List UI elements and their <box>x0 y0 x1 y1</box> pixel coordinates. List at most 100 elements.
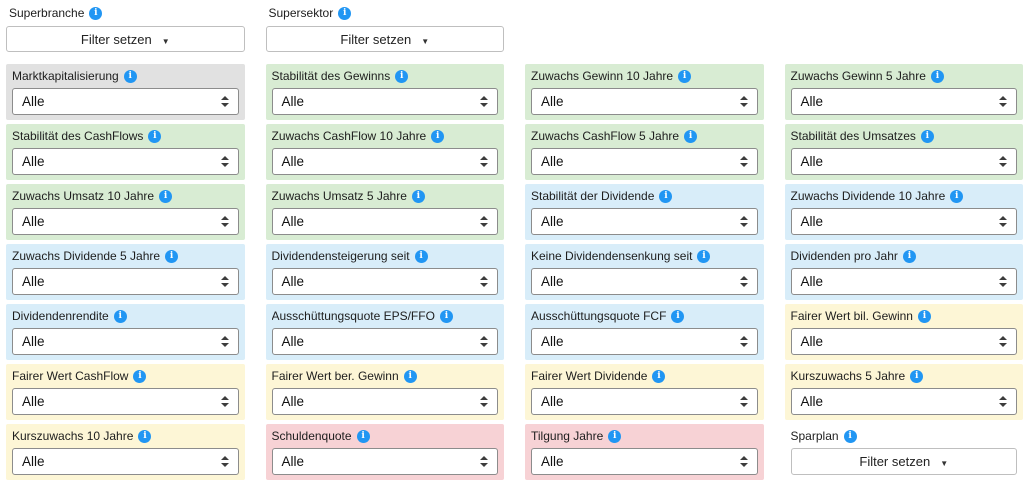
selected-value: Alle <box>22 154 45 169</box>
selected-value: Alle <box>22 394 45 409</box>
superbranche-group: Superbranche Filter setzen <box>6 6 245 52</box>
info-icon[interactable] <box>138 430 152 443</box>
filter-group-dividendenrendite: Dividendenrendite Alle <box>6 304 245 360</box>
info-icon[interactable] <box>403 370 417 383</box>
info-icon[interactable] <box>843 430 857 443</box>
filter-label-text: Zuwachs CashFlow 5 Jahre <box>531 129 680 143</box>
info-icon[interactable] <box>123 70 137 83</box>
filter-group-schuldenquote: Schuldenquote Alle <box>265 424 504 480</box>
select-schuldenquote[interactable]: Alle <box>271 448 498 475</box>
select-dividenden-pro-jahr[interactable]: Alle <box>790 268 1017 295</box>
filter-label-text: Sparplan <box>790 429 839 443</box>
filter-label: Zuwachs Gewinn 5 Jahre <box>791 69 1018 84</box>
supersektor-label: Supersektor <box>266 6 505 21</box>
filter-group-fairer-wert-ber-gewinn: Fairer Wert ber. Gewinn Alle <box>265 364 504 420</box>
select-zuwachs-gewinn-10-jahre[interactable]: Alle <box>531 88 758 115</box>
select-stabilitaet-des-gewinns[interactable]: Alle <box>271 88 498 115</box>
filter-group-stabilitaet-des-cashflows: Stabilität des CashFlows Alle <box>6 124 245 180</box>
info-icon[interactable] <box>113 310 127 323</box>
select-kurszuwachs-10-jahre[interactable]: Alle <box>12 448 239 475</box>
info-icon[interactable] <box>697 250 711 263</box>
filter-group-stabilitaet-der-dividende: Stabilität der Dividende Alle <box>525 184 764 240</box>
info-icon[interactable] <box>659 190 673 203</box>
info-icon[interactable] <box>608 430 622 443</box>
select-zuwachs-umsatz-5-jahre[interactable]: Alle <box>271 208 498 235</box>
select-ausschuettungsquote-fcf[interactable]: Alle <box>531 328 758 355</box>
select-fairer-wert-dividende[interactable]: Alle <box>531 388 758 415</box>
updown-arrows-icon <box>220 276 229 287</box>
selected-value: Alle <box>22 334 45 349</box>
info-icon[interactable] <box>431 130 445 143</box>
caret-down-icon <box>421 32 429 47</box>
filter-group-stabilitaet-des-umsatzes: Stabilität des Umsatzes Alle <box>784 124 1023 180</box>
info-icon[interactable] <box>439 310 453 323</box>
info-icon[interactable] <box>395 70 409 83</box>
info-icon[interactable] <box>133 370 147 383</box>
updown-arrows-icon <box>480 216 488 227</box>
selected-value: Alle <box>541 394 564 409</box>
select-stabilitaet-der-dividende[interactable]: Alle <box>531 208 758 235</box>
selected-value: Alle <box>281 394 305 409</box>
info-icon[interactable] <box>902 250 916 263</box>
info-icon[interactable] <box>684 130 698 143</box>
select-marktkapitalisierung[interactable]: Alle <box>12 88 239 115</box>
updown-arrows-icon <box>220 156 229 167</box>
updown-arrows-icon <box>480 336 488 347</box>
info-icon[interactable] <box>159 190 173 203</box>
selected-value: Alle <box>800 154 824 169</box>
info-icon[interactable] <box>671 310 685 323</box>
updown-arrows-icon <box>220 216 229 227</box>
filter-label-text: Tilgung Jahre <box>531 429 604 443</box>
info-icon[interactable] <box>917 310 931 323</box>
select-fairer-wert-ber-gewinn[interactable]: Alle <box>271 388 498 415</box>
select-zuwachs-gewinn-5-jahre[interactable]: Alle <box>790 88 1017 115</box>
select-dividendenrendite[interactable]: Alle <box>12 328 239 355</box>
filter-group-zuwachs-umsatz-5-jahre: Zuwachs Umsatz 5 Jahre Alle <box>265 184 504 240</box>
updown-arrows-icon <box>480 96 488 107</box>
select-fairer-wert-bil-gewinn[interactable]: Alle <box>790 328 1017 355</box>
info-icon[interactable] <box>89 7 103 20</box>
sparplan-filter-button[interactable]: Filter setzen <box>790 448 1017 475</box>
info-icon[interactable] <box>414 250 428 263</box>
select-zuwachs-cashflow-5-jahre[interactable]: Alle <box>531 148 758 175</box>
filter-label: Ausschüttungsquote EPS/FFO <box>272 309 499 324</box>
info-icon[interactable] <box>356 430 370 443</box>
supersektor-filter-button[interactable]: Filter setzen <box>265 26 504 52</box>
info-icon[interactable] <box>165 250 179 263</box>
select-ausschuettungsquote-eps-ffo[interactable]: Alle <box>271 328 498 355</box>
info-icon[interactable] <box>950 190 964 203</box>
select-dividendensteigerung-seit[interactable]: Alle <box>271 268 498 295</box>
info-icon[interactable] <box>148 130 162 143</box>
info-icon[interactable] <box>678 70 692 83</box>
updown-arrows-icon <box>480 456 488 467</box>
select-zuwachs-cashflow-10-jahre[interactable]: Alle <box>271 148 498 175</box>
select-tilgung-jahre[interactable]: Alle <box>531 448 758 475</box>
select-kurszuwachs-5-jahre[interactable]: Alle <box>790 388 1017 415</box>
filter-group-zuwachs-umsatz-10-jahre: Zuwachs Umsatz 10 Jahre Alle <box>6 184 245 240</box>
select-zuwachs-dividende-5-jahre[interactable]: Alle <box>12 268 239 295</box>
select-fairer-wert-cashflow[interactable]: Alle <box>12 388 239 415</box>
select-stabilitaet-des-umsatzes[interactable]: Alle <box>790 148 1017 175</box>
filter-label: Kurszuwachs 10 Jahre <box>12 429 239 444</box>
filter-label: Zuwachs CashFlow 5 Jahre <box>531 129 758 144</box>
selected-value: Alle <box>541 454 564 469</box>
updown-arrows-icon <box>999 336 1007 347</box>
superbranche-filter-button[interactable]: Filter setzen <box>6 26 245 52</box>
filter-label: Dividendenrendite <box>12 309 239 324</box>
info-icon[interactable] <box>411 190 425 203</box>
selected-value: Alle <box>22 94 45 109</box>
select-keine-dividendensenkung-seit[interactable]: Alle <box>531 268 758 295</box>
filter-group-zuwachs-gewinn-10-jahre: Zuwachs Gewinn 10 Jahre Alle <box>525 64 764 120</box>
select-zuwachs-umsatz-10-jahre[interactable]: Alle <box>12 208 239 235</box>
info-icon[interactable] <box>338 7 352 20</box>
superbranche-label: Superbranche <box>6 6 245 21</box>
updown-arrows-icon <box>739 156 748 167</box>
select-zuwachs-dividende-10-jahre[interactable]: Alle <box>790 208 1017 235</box>
select-stabilitaet-des-cashflows[interactable]: Alle <box>12 148 239 175</box>
filter-group-zuwachs-dividende-10-jahre: Zuwachs Dividende 10 Jahre Alle <box>784 184 1023 240</box>
updown-arrows-icon <box>999 96 1007 107</box>
info-icon[interactable] <box>920 130 934 143</box>
info-icon[interactable] <box>910 370 924 383</box>
info-icon[interactable] <box>652 370 666 383</box>
info-icon[interactable] <box>930 70 944 83</box>
